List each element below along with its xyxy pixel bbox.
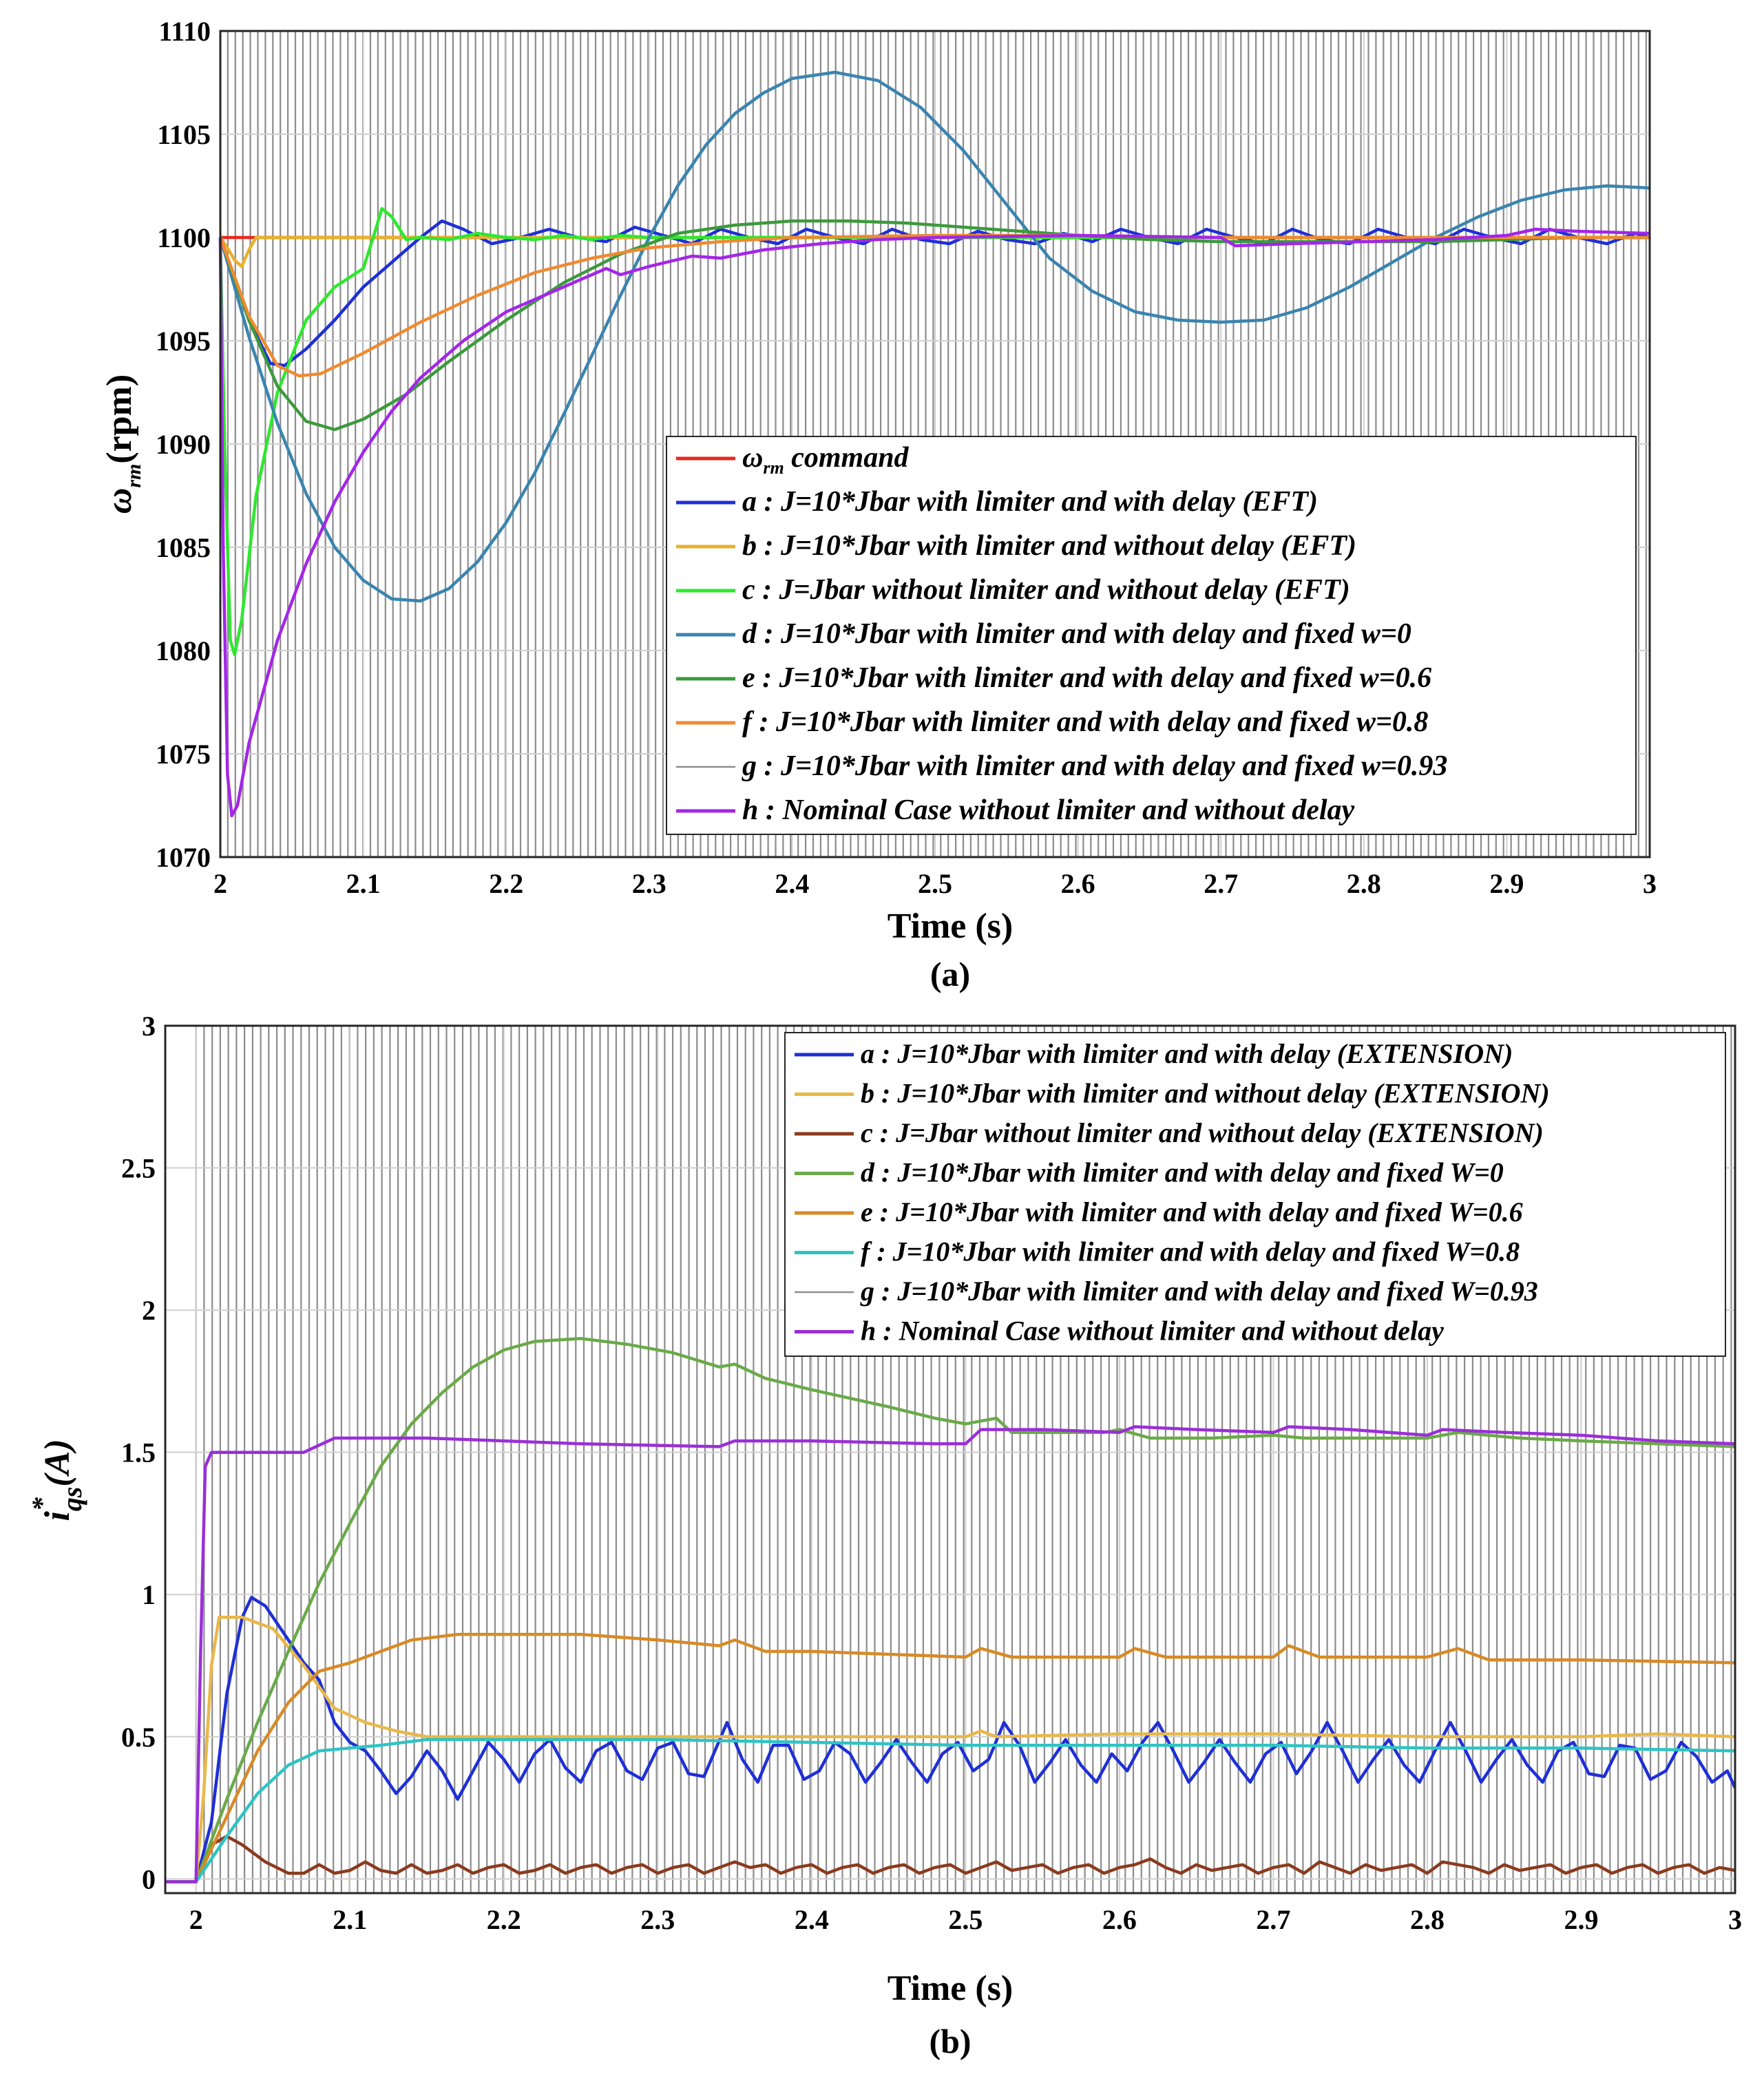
y-tick-label: 1.5 [121, 1437, 156, 1468]
legend-label-d: d : J=10*Jbar with limiter and with dela… [861, 1157, 1504, 1188]
y-tick-label: 2 [142, 1295, 156, 1326]
x-tick-label: 2.9 [1564, 1904, 1598, 1935]
x-tick-label: 2.2 [487, 1904, 521, 1935]
plot-b-y-ticks: 0 0.5 1 1.5 2 2.5 3 [121, 1011, 156, 1895]
legend-label-h: h : Nominal Case without limiter and wit… [861, 1316, 1444, 1347]
series-a-line [165, 1596, 1737, 1883]
y-tick-label: 1085 [156, 532, 211, 563]
x-tick-label: 2.3 [632, 868, 666, 899]
plot-a-legend: ωrm command a : J=10*Jbar with limiter an… [666, 436, 1637, 835]
x-tick-label: 2 [189, 1904, 203, 1935]
x-tick-label: 3 [1728, 1904, 1742, 1935]
plot-a: 1070 1075 1080 1085 1090 1095 1100 1105 1110 2 2.… [100, 16, 1657, 993]
legend-label-g: g : J=10*Jbar with limiter and with dela… [860, 1276, 1538, 1307]
plot-a-legend-box [666, 436, 1637, 835]
legend-label-e: e : J=10*Jbar with limiter and with dela… [742, 662, 1431, 694]
plot-b-y-label-sub: qs [56, 1487, 87, 1512]
plot-b-legend: a : J=10*Jbar with limiter and with dela… [784, 1032, 1726, 1357]
x-tick-label: 2.8 [1410, 1904, 1445, 1935]
plot-b-x-axis-label: Time (s) [888, 1969, 1013, 2008]
legend-label-d: d : J=10*Jbar with limiter and with dela… [742, 618, 1411, 650]
plot-b-x-ticks: 2 2.1 2.2 2.3 2.4 2.5 2.6 2.7 2.8 2.9 3 [189, 1904, 1742, 1935]
plot-a-y-axis-label: ωrm(rpm) [100, 374, 145, 514]
plot-a-x-axis-label: Time (s) [888, 907, 1013, 946]
x-tick-label: 2.9 [1489, 868, 1524, 899]
y-tick-label: 1100 [157, 222, 211, 253]
series-d-line [165, 1337, 1736, 1883]
plot-a-caption: (a) [930, 955, 970, 993]
x-tick-label: 2.4 [775, 868, 809, 899]
plot-a-frame [219, 30, 1651, 858]
y-tick-label: 1090 [156, 429, 211, 460]
legend-label-f: f : J=10*Jbar with limiter and with dela… [861, 1236, 1520, 1267]
legend-label-g: g : J=10*Jbar with limiter and with dela… [742, 750, 1447, 782]
y-tick-label: 3 [142, 1011, 156, 1042]
plot-b-y-label-main: i [38, 1511, 77, 1521]
legend-label-f: f : J=10*Jbar with limiter and with dela… [742, 706, 1428, 738]
series-b-line [165, 1616, 1736, 1883]
x-tick-label: 2.5 [948, 1904, 983, 1935]
y-tick-label: 0.5 [121, 1722, 156, 1753]
x-tick-label: 2.2 [489, 868, 523, 899]
legend-label-a: a : J=10*Jbar with limiter and with dela… [861, 1038, 1513, 1069]
legend-label-c: c : J=Jbar without limiter and without d… [861, 1117, 1544, 1148]
plot-b-frame [164, 1024, 1736, 1895]
series-h-line [218, 227, 1650, 818]
svg-text:i*qs(A): i*qs(A) [26, 1439, 87, 1521]
y-tick-label: 1080 [156, 635, 211, 666]
y-tick-label: 1 [142, 1579, 156, 1610]
x-tick-label: 2.5 [918, 868, 952, 899]
legend-label-b: b : J=10*Jbar with limiter and without d… [742, 530, 1356, 562]
plot-a-series [218, 70, 1650, 818]
series-d-line [218, 70, 1650, 603]
plot-a-y-ticks: 1070 1075 1080 1085 1090 1095 1100 1105 1110 [156, 16, 211, 873]
x-tick-label: 2.1 [346, 868, 381, 899]
plot-a-y-label-main: ω [100, 488, 139, 514]
plot-b-y-label-unit: (A) [38, 1439, 77, 1486]
plot-b-series [165, 1337, 1737, 1883]
plot-b: 00.511.522.53 2 2.1 2.2 2.3 2.4 2.5 2.6 2.7 2.8 2… [26, 1011, 1742, 2060]
plot-a-y-label-sub: rm [123, 464, 145, 488]
x-tick-label: 2.4 [795, 1904, 829, 1935]
series-c-line [165, 1835, 1736, 1883]
y-tick-label: 0 [142, 1864, 156, 1895]
x-tick-label: 2 [213, 868, 227, 899]
legend-label-h: h : Nominal Case without limiter and wit… [742, 794, 1355, 826]
svg-text:ωrm(rpm): ωrm(rpm) [100, 374, 145, 514]
legend-label-cmd: ωrm command [742, 442, 910, 478]
plot-b-caption: (b) [929, 2022, 971, 2060]
y-tick-label: 1105 [157, 119, 211, 150]
y-tick-label: 1110 [158, 16, 211, 47]
x-tick-label: 3 [1643, 868, 1657, 899]
series-e-line [165, 1632, 1736, 1883]
plot-b-legend-box [784, 1032, 1726, 1357]
legend-label-c: c : J=Jbar without limiter and without d… [742, 574, 1350, 606]
x-tick-label: 2.7 [1256, 1904, 1290, 1935]
series-f-line [165, 1738, 1736, 1883]
x-tick-label: 2.1 [333, 1904, 367, 1935]
legend-label-e: e : J=10*Jbar with limiter and with dela… [861, 1196, 1523, 1227]
x-tick-label: 2.6 [1102, 1904, 1137, 1935]
x-tick-label: 2.8 [1347, 868, 1381, 899]
legend-label-b: b : J=10*Jbar with limiter and without d… [861, 1078, 1550, 1109]
legend-label-a: a : J=10*Jbar with limiter and with dela… [742, 486, 1318, 518]
y-tick-label: 1070 [156, 842, 211, 873]
x-tick-label: 2.6 [1061, 868, 1095, 899]
plot-b-y-axis-label: i*qs(A) [26, 1439, 87, 1521]
y-tick-label: 2.5 [121, 1153, 156, 1184]
series-h-line [165, 1425, 1736, 1883]
plot-a-x-ticks: 2 2.1 2.2 2.3 2.4 2.5 2.6 2.7 2.8 2.9 3 [213, 868, 1657, 899]
y-tick-label: 1075 [156, 739, 211, 770]
x-tick-label: 2.7 [1204, 868, 1238, 899]
plot-a-y-label-unit: (rpm) [100, 374, 139, 464]
y-tick-label: 1095 [156, 326, 211, 357]
x-tick-label: 2.3 [640, 1904, 675, 1935]
plot-b-y-label-sup: * [26, 1497, 57, 1511]
